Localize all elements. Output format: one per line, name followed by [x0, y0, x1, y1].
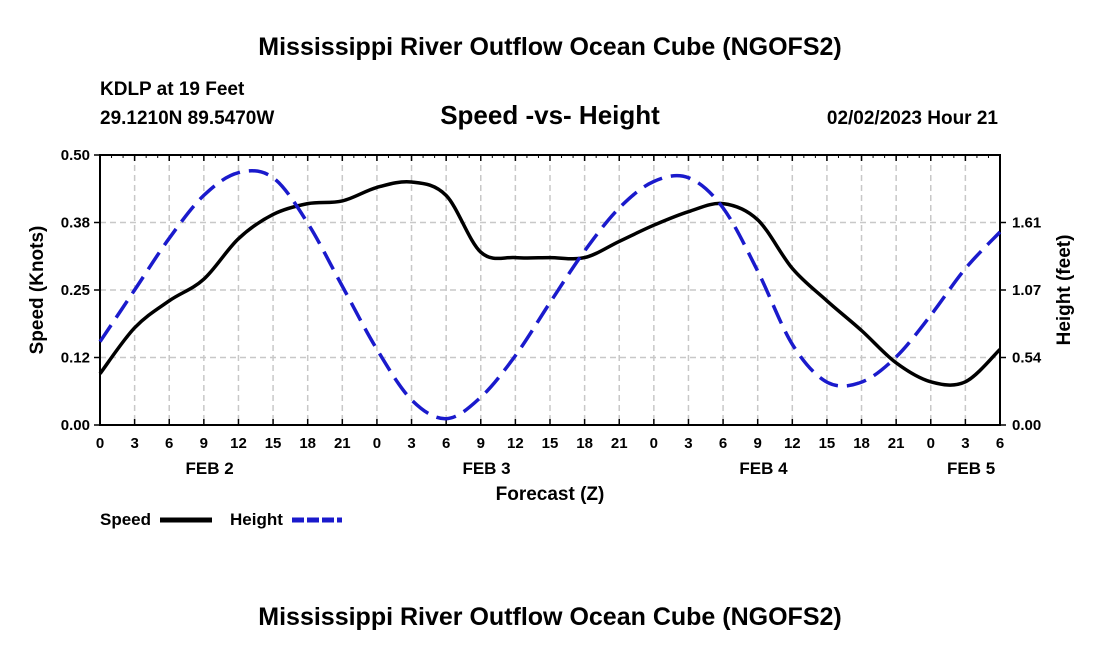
legend-label-height: Height: [230, 510, 283, 529]
x-tick-label: 12: [507, 435, 524, 452]
x-axis-label: Forecast (Z): [496, 484, 605, 505]
chart-main-title: Mississippi River Outflow Ocean Cube (NG…: [258, 33, 841, 61]
x-tick-label: 6: [719, 435, 727, 452]
x-tick-label: 0: [927, 435, 935, 452]
x-tick-label: 0: [373, 435, 381, 452]
station-coordinates: 29.1210N 89.5470W: [100, 108, 274, 129]
x-tick-label: 12: [784, 435, 801, 452]
y-left-tick-label: 0.00: [61, 417, 90, 434]
x-tick-label: 6: [996, 435, 1004, 452]
y-right-tick-label: 1.61: [1012, 215, 1041, 232]
x-tick-label: 9: [754, 435, 762, 452]
x-tick-label: 18: [299, 435, 316, 452]
x-tick-label: 15: [819, 435, 836, 452]
x-tick-label: 3: [684, 435, 692, 452]
series-line-speed: [98, 179, 1002, 387]
x-tick-label: 6: [442, 435, 450, 452]
legend-label-speed: Speed: [100, 510, 151, 529]
y-right-tick-label: 0.54: [1012, 350, 1042, 367]
chart-subtitle: Speed -vs- Height: [440, 100, 660, 130]
x-tick-label: 0: [650, 435, 658, 452]
x-tick-label: 9: [477, 435, 485, 452]
x-day-label: FEB 4: [739, 459, 788, 478]
y-axis-right-label: Height (feet): [1054, 235, 1075, 346]
legend: Speed Height: [100, 510, 342, 529]
station-name: KDLP at 19 Feet: [100, 79, 245, 100]
x-tick-label: 21: [611, 435, 628, 452]
x-tick-label: 18: [576, 435, 593, 452]
x-tick-label: 15: [542, 435, 559, 452]
footer-title: Mississippi River Outflow Ocean Cube (NG…: [258, 603, 841, 631]
x-tick-label: 3: [961, 435, 969, 452]
x-tick-label: 18: [853, 435, 870, 452]
y-axis-left-label: Speed (Knots): [27, 226, 48, 355]
grid-lines: [100, 155, 1000, 425]
x-day-label: FEB 2: [186, 459, 234, 478]
data-series: [98, 169, 1002, 421]
x-tick-label: 21: [334, 435, 351, 452]
y-right-tick-label: 1.07: [1012, 282, 1041, 299]
y-left-tick-label: 0.25: [61, 282, 90, 299]
x-tick-label: 3: [130, 435, 138, 452]
axis-ticks: 0 3 6 9 12 15 18 21 0 3 6 9 12 15 18 21 0 3 6 9 12 15 18 21 0 3 6F…: [61, 147, 1042, 478]
x-tick-label: 21: [888, 435, 905, 452]
x-day-label: FEB 3: [462, 459, 510, 478]
x-tick-label: 12: [230, 435, 247, 452]
y-left-tick-label: 0.12: [61, 350, 90, 367]
x-tick-label: 15: [265, 435, 282, 452]
x-tick-label: 0: [96, 435, 104, 452]
x-tick-label: 9: [200, 435, 208, 452]
x-tick-label: 3: [407, 435, 415, 452]
x-tick-label: 6: [165, 435, 173, 452]
series-line-height: [98, 169, 1002, 421]
x-day-label: FEB 5: [947, 459, 995, 478]
y-right-tick-label: 0.00: [1012, 417, 1041, 434]
forecast-datetime: 02/02/2023 Hour 21: [827, 108, 999, 129]
y-left-tick-label: 0.38: [61, 215, 90, 232]
y-left-tick-label: 0.50: [61, 147, 90, 164]
